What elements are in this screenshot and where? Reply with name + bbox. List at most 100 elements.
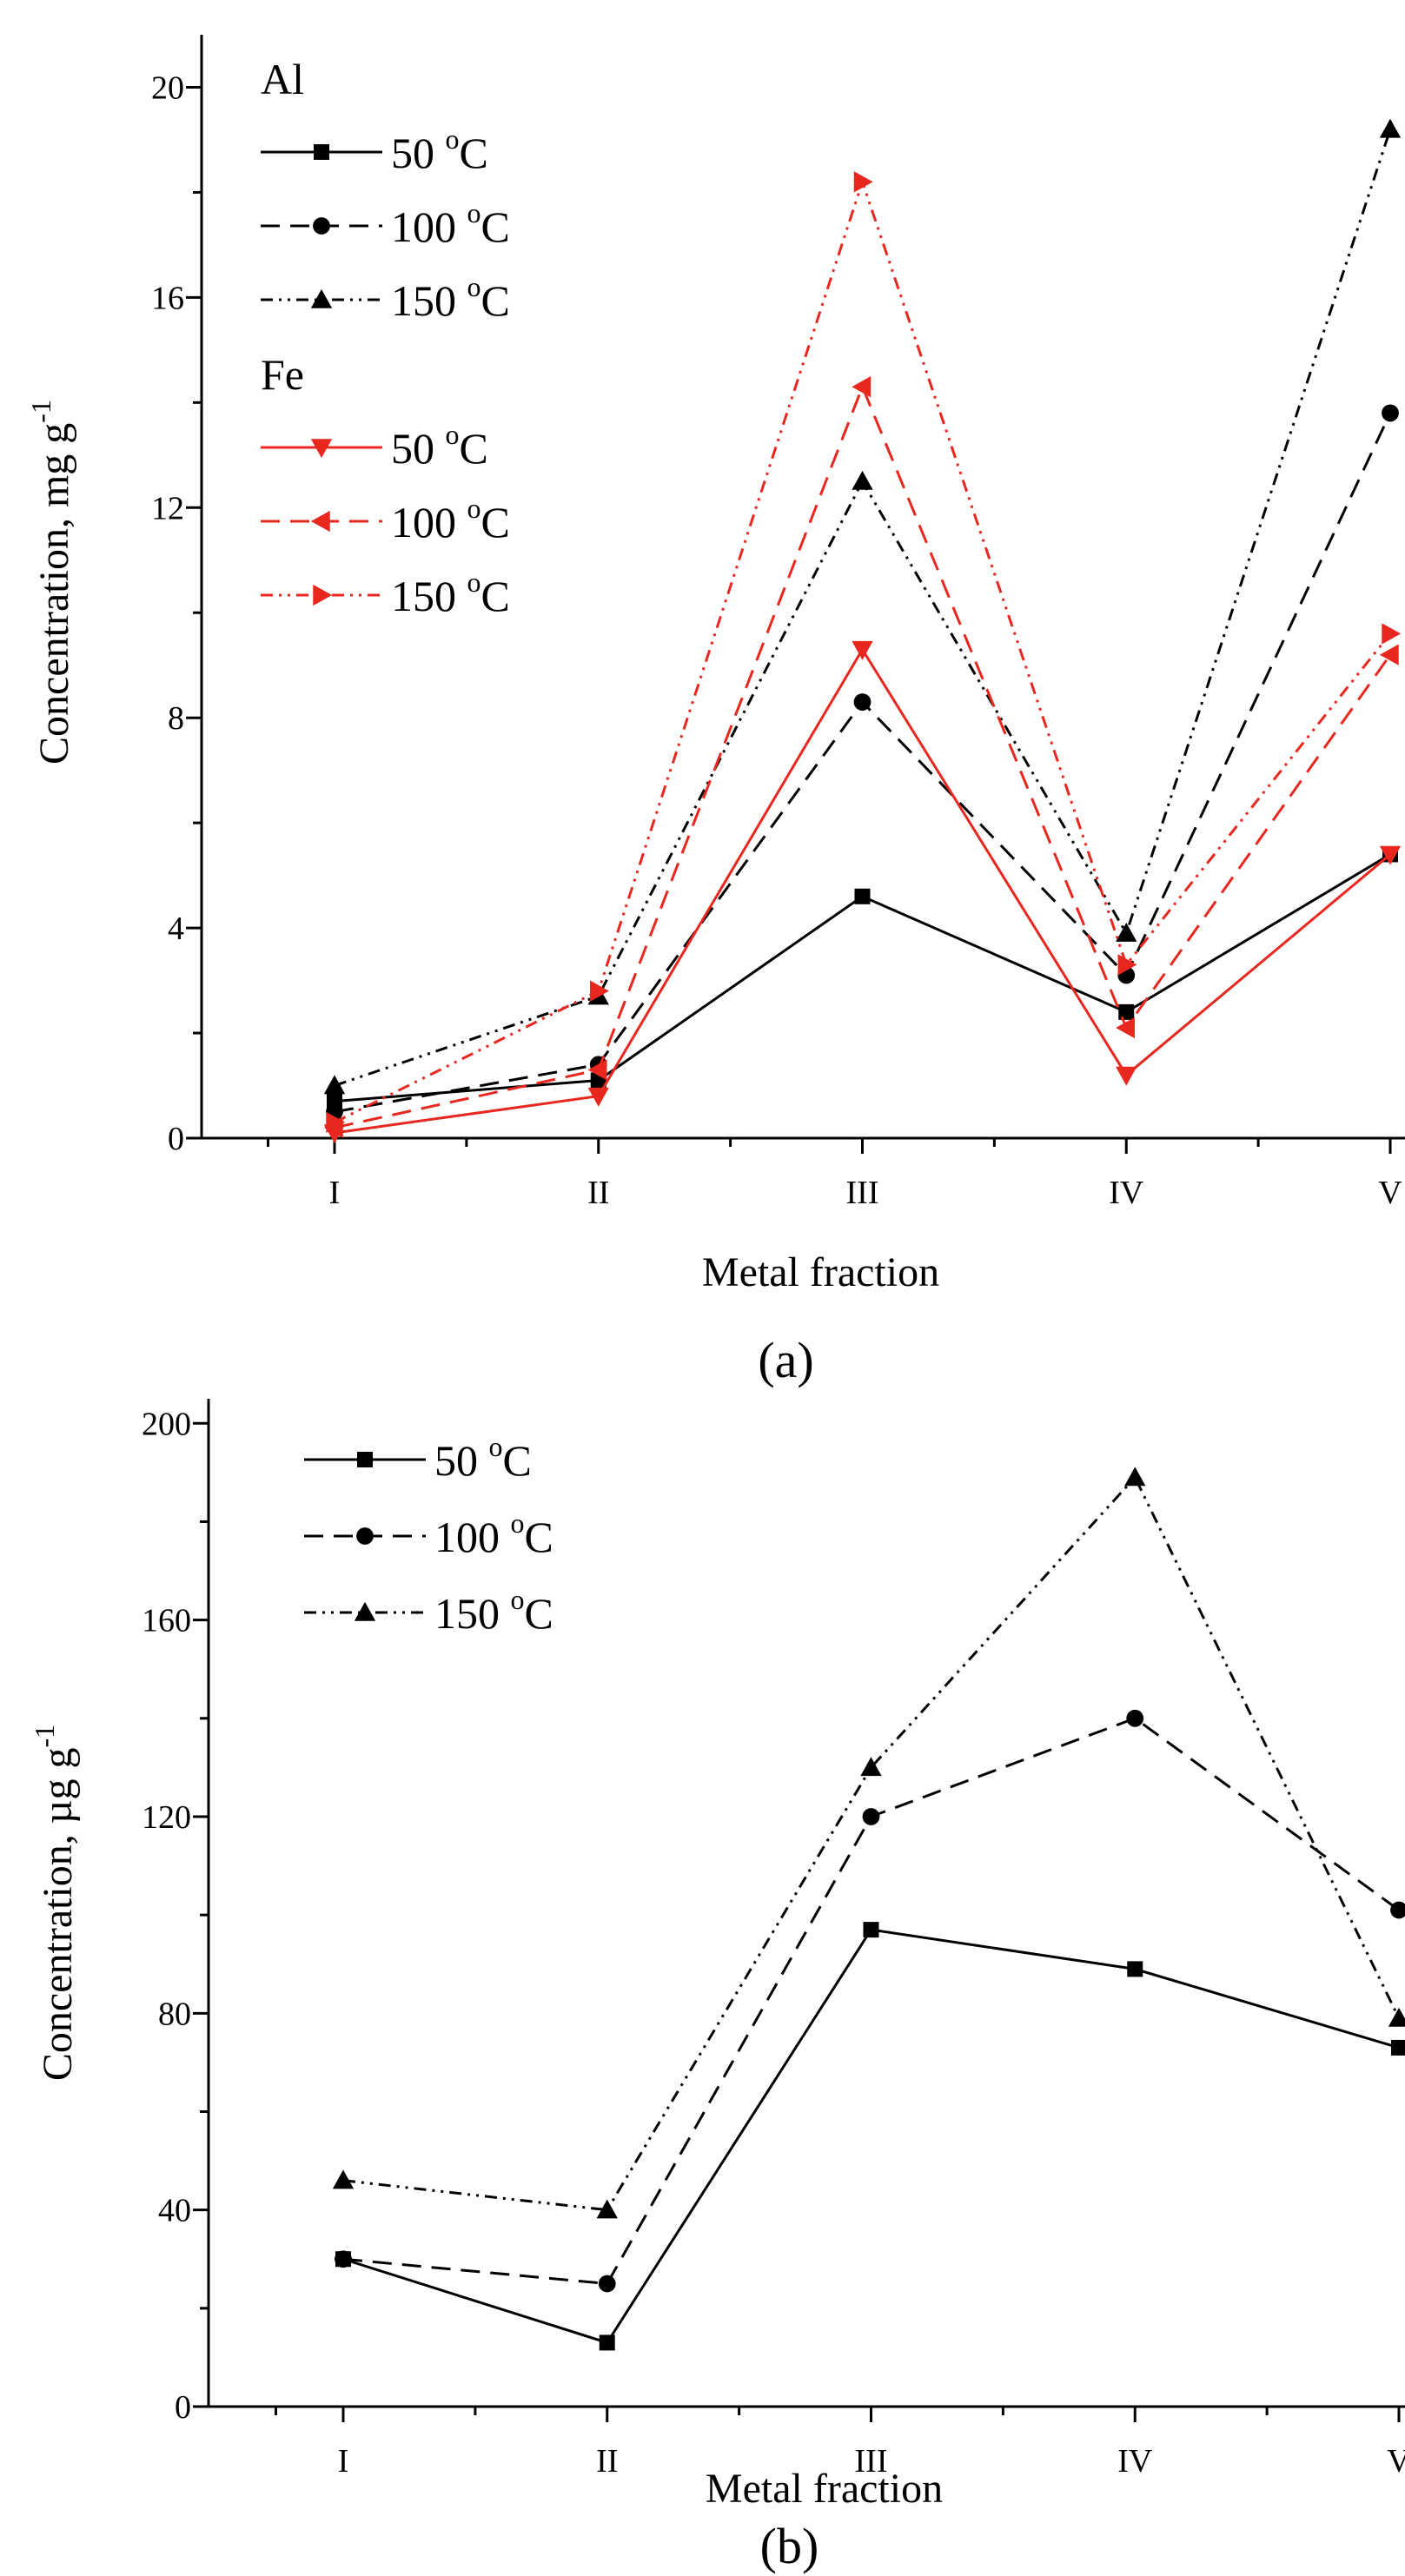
y-tick-label: 0 — [168, 1121, 184, 1157]
data-point — [596, 2199, 618, 2219]
x-tick-label: V — [1387, 2443, 1405, 2480]
data-point — [1124, 1467, 1146, 1487]
y-tick-label: 120 — [142, 1799, 191, 1836]
legend-label: 100 oC — [434, 1507, 553, 1561]
data-point — [1116, 1016, 1135, 1039]
y-tick-label: 80 — [158, 1996, 191, 2032]
x-axis-title: Metal fraction — [706, 2466, 943, 2512]
legend-label-unit: C — [481, 202, 510, 251]
legend-marker — [313, 217, 330, 235]
legend-label-unit: C — [525, 1513, 553, 1561]
x-tick-label: III — [855, 2443, 888, 2480]
data-point — [598, 2275, 616, 2293]
data-point — [1379, 845, 1402, 865]
x-tick-label: IV — [1117, 2443, 1153, 2480]
series-al-0 — [327, 846, 1398, 1109]
legend-label-value: 50 — [391, 424, 446, 473]
legend-label-value: 150 — [391, 276, 467, 325]
legend-label-unit: C — [481, 498, 510, 546]
y-axis-title-superscript: -1 — [29, 1725, 60, 1748]
legend-label-value: 100 — [391, 498, 467, 546]
series-fe-2 — [326, 171, 1402, 1134]
y-tick-label: 4 — [168, 911, 184, 947]
series-1 — [335, 1709, 1405, 2293]
legend-marker — [313, 584, 333, 606]
y-tick-label: 40 — [158, 2193, 191, 2229]
legend-label-degree: o — [511, 1507, 525, 1539]
legend-label: 50 oC — [434, 1431, 532, 1485]
legend-label-degree: o — [489, 1431, 503, 1462]
legend-label-degree: o — [467, 566, 481, 598]
data-point — [853, 171, 873, 193]
legend-marker — [357, 1452, 373, 1467]
legend-label: 100 oC — [391, 493, 510, 546]
series-al-2 — [323, 118, 1402, 1095]
legend-label-unit: C — [481, 572, 510, 620]
panel-label: (a) — [758, 1332, 813, 1388]
y-tick-label: 8 — [168, 700, 184, 737]
data-point — [599, 2334, 615, 2351]
data-point — [862, 1808, 880, 1825]
data-point — [852, 470, 873, 490]
legend-label: 150 oC — [434, 1584, 553, 1638]
legend-label-unit: C — [525, 1589, 553, 1638]
legend-label-unit: C — [481, 276, 510, 325]
legend-marker — [310, 288, 333, 308]
legend-label-value: 50 — [391, 129, 446, 177]
y-axis-title-superscript: -1 — [25, 400, 56, 423]
panel-label: (b) — [760, 2518, 819, 2574]
data-point — [587, 1059, 607, 1081]
series-fe-1 — [323, 376, 1399, 1139]
y-tick-label: 160 — [142, 1603, 191, 1639]
x-tick-label: IV — [1109, 1175, 1144, 1211]
data-point — [1379, 644, 1399, 666]
data-point — [1379, 118, 1402, 138]
x-tick-label: V — [1378, 1175, 1402, 1211]
legend-label-unit: C — [460, 129, 488, 177]
data-point — [863, 1922, 879, 1938]
legend-label-unit: C — [460, 424, 488, 473]
legend-label-degree: o — [467, 493, 481, 524]
y-axis-title-main: Concentration, µg g — [35, 1748, 81, 2082]
legend-label: 150 oC — [391, 566, 510, 620]
legend-label-value: 150 — [391, 572, 467, 620]
data-point — [1127, 1961, 1143, 1977]
y-axis-title: Concentration, µg g-1 — [29, 1725, 81, 2081]
data-point — [1116, 922, 1137, 942]
data-point — [335, 2250, 352, 2268]
legend-label-value: 100 — [434, 1513, 511, 1561]
series-0 — [335, 1922, 1405, 2351]
x-tick-label: II — [596, 2443, 618, 2480]
y-axis-title-main: Concentration, mg g — [31, 423, 77, 765]
data-point — [1391, 2039, 1405, 2056]
data-point — [1388, 2007, 1405, 2027]
series-line — [342, 1928, 1400, 2345]
data-point — [590, 980, 609, 1002]
legend-marker — [354, 1601, 376, 1621]
data-point — [1382, 404, 1399, 422]
data-point — [860, 1757, 882, 1777]
data-point — [1126, 1709, 1144, 1727]
y-axis-title: Concentration, mg g-1 — [25, 400, 77, 765]
y-tick-label: 0 — [175, 2389, 191, 2426]
x-tick-label: I — [338, 2443, 349, 2480]
legend-group-title: Al — [261, 55, 304, 103]
legend-marker — [310, 510, 330, 533]
series-line — [342, 1474, 1401, 2212]
data-point — [852, 640, 873, 660]
legend-label-degree: o — [446, 419, 460, 450]
series-2 — [332, 1467, 1405, 2219]
data-point — [1390, 1901, 1405, 1919]
legend-label-degree: o — [467, 271, 481, 302]
data-point — [323, 1075, 346, 1095]
y-tick-label: 20 — [151, 70, 184, 106]
data-point — [1116, 1066, 1137, 1086]
legend-label-degree: o — [467, 197, 481, 228]
y-tick-label: 12 — [151, 490, 184, 526]
x-axis-title: Metal fraction — [702, 1249, 939, 1295]
series-line — [334, 383, 1392, 1129]
legend-label-degree: o — [511, 1584, 525, 1615]
legend-label-unit: C — [503, 1436, 532, 1485]
